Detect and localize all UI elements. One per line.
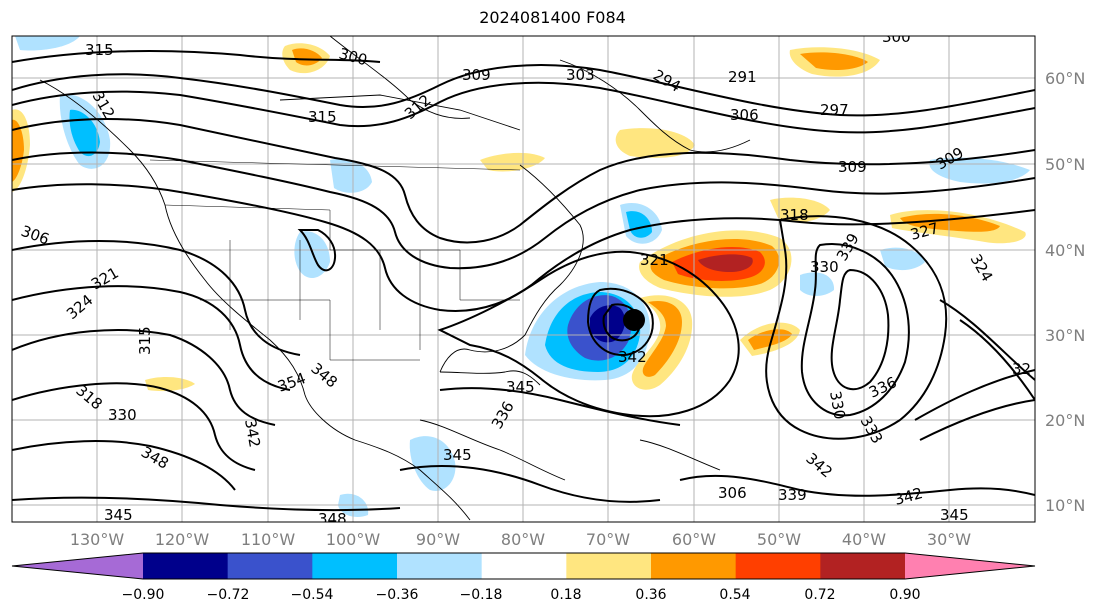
colorbar-tick-label: −0.54 xyxy=(291,587,334,603)
contour-label-315-c: 315 xyxy=(136,326,154,355)
political-borders xyxy=(149,159,521,361)
map-panel: 315 312 300 309 303 294 291 300 306 297 … xyxy=(12,28,1035,528)
lon-label-60w: 60°W xyxy=(672,530,716,549)
contour-label-303: 303 xyxy=(566,66,595,84)
colorbar-tick-label: 0.72 xyxy=(804,587,835,603)
lon-label-100w: 100°W xyxy=(326,530,381,549)
map-title: 2024081400 F084 xyxy=(479,8,626,27)
lon-label-80w: 80°W xyxy=(501,530,545,549)
colorbar: −0.90 −0.72 −0.54 −0.36 −0.18 0.18 0.36 … xyxy=(11,552,1036,603)
colorbar-segment xyxy=(566,553,652,579)
colorbar-segment xyxy=(143,553,229,579)
colorbar-segment xyxy=(481,553,567,579)
colorbar-tick-label: −0.18 xyxy=(460,587,503,603)
contour-label-330-b: 330 xyxy=(108,406,137,424)
colorbar-segment xyxy=(227,553,313,579)
lat-label-30n: 30°N xyxy=(1045,326,1085,345)
colorbar-segment xyxy=(312,553,398,579)
lon-label-90w: 90°W xyxy=(416,530,460,549)
coastlines xyxy=(39,36,751,521)
contour-label-309-b: 309 xyxy=(838,158,867,176)
colorbar-segment xyxy=(651,553,737,579)
contour-label-342: 342 xyxy=(241,418,264,449)
contour-label-291: 291 xyxy=(728,68,757,86)
contour-label-339-b: 339 xyxy=(778,486,807,504)
contour-label-348-c: 348 xyxy=(318,510,347,528)
colorbar-extend-low xyxy=(12,553,143,579)
lon-label-40w: 40°W xyxy=(842,530,886,549)
contour-label-345-c: 345 xyxy=(940,506,969,524)
colorbar-segment xyxy=(735,553,821,579)
colorbar-tick-labels: −0.90 −0.72 −0.54 −0.36 −0.18 0.18 0.36 … xyxy=(122,587,921,603)
contour-label-315: 315 xyxy=(85,41,114,59)
contour-label-342-b: 342 xyxy=(618,348,647,366)
contour-label-315-b: 315 xyxy=(308,108,337,126)
lon-label-130w: 130°W xyxy=(70,530,125,549)
contour-label-297: 297 xyxy=(820,101,849,119)
colorbar-tick-label: 0.36 xyxy=(635,587,666,603)
lat-label-40n: 40°N xyxy=(1045,241,1085,260)
lat-label-50n: 50°N xyxy=(1045,155,1085,174)
colorbar-tick-label: 0.54 xyxy=(719,587,750,603)
colorbar-segment xyxy=(820,553,906,579)
colorbar-tick-label: −0.36 xyxy=(376,587,419,603)
contour-label-309: 309 xyxy=(462,66,491,84)
lon-label-70w: 70°W xyxy=(586,530,630,549)
lon-label-50w: 50°W xyxy=(757,530,801,549)
colorbar-segments xyxy=(12,553,1035,579)
contour-label-306: 306 xyxy=(730,106,759,124)
colorbar-tick-label: −0.72 xyxy=(207,587,250,603)
lat-label-10n: 10°N xyxy=(1045,496,1085,515)
lon-label-30w: 30°W xyxy=(927,530,971,549)
contour-label-330: 330 xyxy=(810,258,839,276)
map-frame xyxy=(11,35,1036,523)
contour-label-300-b: 300 xyxy=(882,28,911,46)
colorbar-tick-label: 0.18 xyxy=(550,587,581,603)
lon-label-110w: 110°W xyxy=(241,530,296,549)
lon-label-120w: 120°W xyxy=(155,530,210,549)
lat-label-60n: 60°N xyxy=(1045,69,1085,88)
contour-label-330-c: 330 xyxy=(826,390,849,421)
colorbar-tick-label: 0.90 xyxy=(889,587,920,603)
colorbar-tick-label: −0.90 xyxy=(122,587,165,603)
contour-lines xyxy=(12,49,1035,512)
colorbar-extend-high xyxy=(905,553,1035,579)
contour-label-345-d: 345 xyxy=(104,506,133,524)
contour-label-321-b: 321 xyxy=(640,251,669,269)
contour-label-32: 32 xyxy=(1012,360,1031,378)
contour-label-306-c: 306 xyxy=(718,484,747,502)
latitude-labels: 60°N 50°N 40°N 30°N 20°N 10°N xyxy=(1045,69,1085,515)
contour-label-345: 345 xyxy=(506,378,535,396)
lat-label-20n: 20°N xyxy=(1045,411,1085,430)
contour-label-345-b: 345 xyxy=(443,446,472,464)
contour-label-318: 318 xyxy=(780,206,809,224)
shaded-field xyxy=(12,36,1030,517)
colorbar-segment xyxy=(397,553,483,579)
colorbar-outline xyxy=(11,552,1036,580)
longitude-labels: 130°W 120°W 110°W 100°W 90°W 80°W 70°W 6… xyxy=(70,530,971,549)
